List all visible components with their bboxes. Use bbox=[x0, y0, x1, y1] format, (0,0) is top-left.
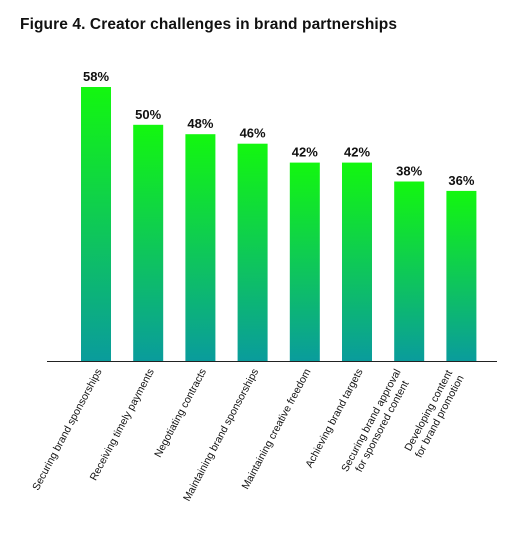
chart-title: Figure 4. Creator challenges in brand pa… bbox=[20, 16, 398, 33]
bar bbox=[342, 162, 372, 361]
bar-value-label: 58% bbox=[83, 69, 109, 84]
bar bbox=[237, 143, 268, 361]
bar-value-label: 46% bbox=[240, 126, 266, 141]
category-label-line: Negotiating contracts bbox=[152, 367, 209, 460]
bar bbox=[185, 134, 216, 361]
bar bbox=[394, 181, 425, 361]
bar-value-label: 50% bbox=[135, 107, 161, 122]
bar bbox=[446, 190, 477, 361]
bar-value-label: 42% bbox=[292, 145, 318, 160]
bar-value-label: 42% bbox=[344, 145, 370, 160]
bar bbox=[133, 124, 164, 361]
bar-value-label: 48% bbox=[187, 116, 213, 131]
bar bbox=[289, 162, 320, 361]
bar bbox=[81, 87, 111, 361]
bars-group bbox=[81, 87, 477, 361]
bar-value-label: 38% bbox=[396, 164, 422, 179]
bar-value-label: 36% bbox=[448, 173, 474, 188]
value-labels-group: 58% 50% 48% 46% 42% 42% 38% 36% bbox=[83, 69, 475, 188]
category-label: Negotiating contracts bbox=[152, 367, 209, 460]
category-label: Developing contentfor brand promotion bbox=[402, 367, 467, 460]
